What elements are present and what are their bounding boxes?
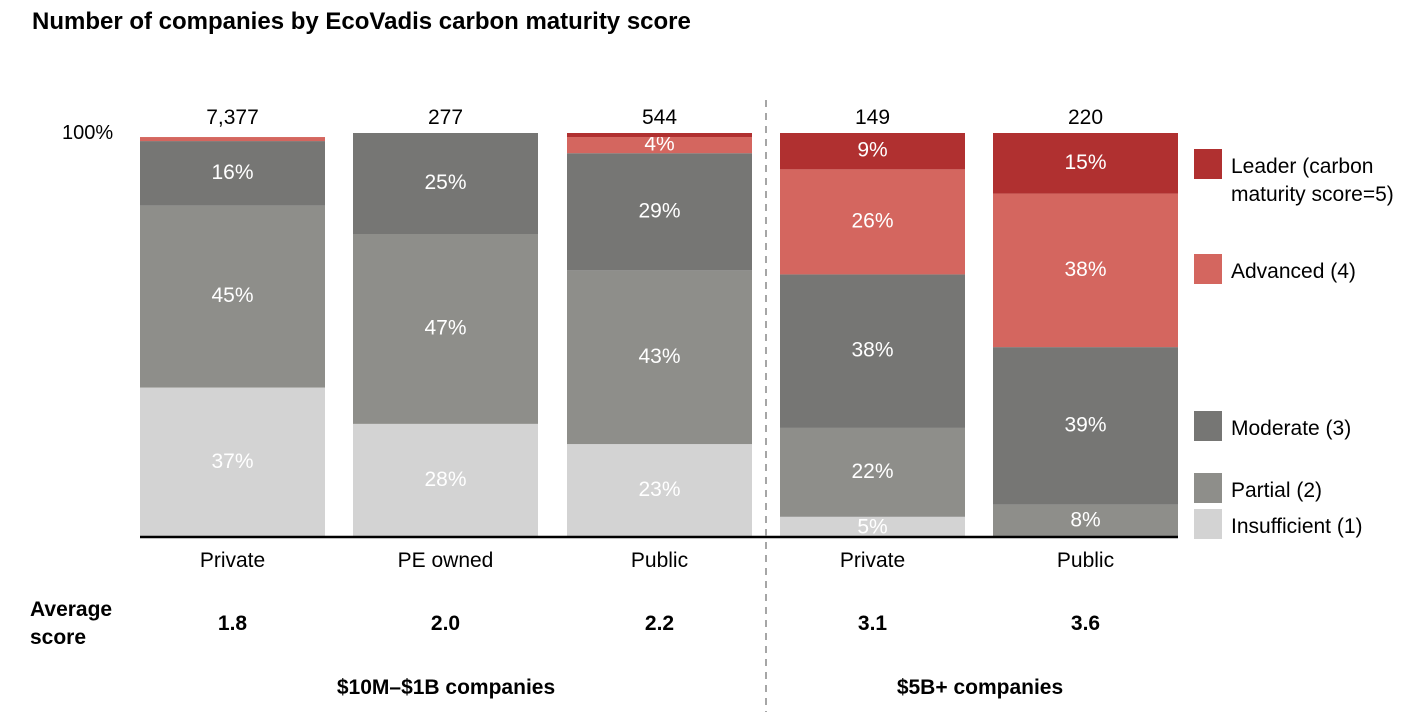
legend-label: Moderate (3) — [1231, 417, 1351, 440]
legend-swatch — [1194, 254, 1222, 284]
bar-value-label: 9% — [857, 139, 887, 162]
bar-value-label: 23% — [638, 478, 680, 501]
bar-value-label: 22% — [851, 460, 893, 483]
bar-segment-1-col-4 — [780, 516, 965, 537]
bar-segment-1-col-3 — [567, 444, 752, 537]
bar-segment-2-col-2 — [353, 234, 538, 424]
legend-swatch — [1194, 149, 1222, 179]
group-label: $10M–$1B companies — [337, 676, 555, 699]
bar-segment-4-col-5 — [993, 193, 1178, 348]
bar-value-label: 37% — [211, 450, 253, 473]
bar-segment-3-col-1 — [140, 141, 325, 206]
group-label: $5B+ companies — [897, 676, 1063, 699]
bar-value-label: 38% — [1064, 258, 1106, 281]
y-axis-100-label: 100% — [62, 122, 113, 144]
bar-value-label: 28% — [424, 468, 466, 491]
category-label: Private — [200, 549, 265, 572]
category-label: Public — [631, 549, 688, 572]
legend-label: Insufficient (1) — [1231, 515, 1363, 538]
average-score-value: 2.2 — [645, 612, 674, 635]
bar-value-label: 8% — [1070, 508, 1100, 531]
legend-swatch — [1194, 473, 1222, 503]
chart-title: Number of companies by EcoVadis carbon m… — [32, 8, 691, 35]
category-label: Private — [840, 549, 905, 572]
bar-segment-3-col-3 — [567, 153, 752, 271]
category-label: Public — [1057, 549, 1114, 572]
bar-value-label: 26% — [851, 209, 893, 232]
bar-count-label: 7,377 — [206, 106, 259, 129]
bar-count-label: 277 — [428, 106, 463, 129]
bar-segment-4-col-1 — [140, 137, 325, 142]
bar-count-label: 544 — [642, 106, 677, 129]
bar-segment-3-col-4 — [780, 274, 965, 428]
bar-value-label: 39% — [1064, 413, 1106, 436]
legend-label: Leader (carbon maturity score=5) — [1231, 155, 1394, 206]
bar-segment-5-col-5 — [993, 133, 1178, 194]
bar-value-label: 38% — [851, 339, 893, 362]
bar-value-label: 4% — [644, 133, 674, 156]
average-score-value: 1.8 — [218, 612, 248, 635]
bar-value-label: 16% — [211, 161, 253, 184]
legend-label: Advanced (4) — [1231, 260, 1356, 283]
bar-segment-1-col-1 — [140, 387, 325, 537]
bar-value-label: 47% — [424, 316, 466, 339]
bar-segment-2-col-1 — [140, 205, 325, 388]
bar-value-label: 43% — [638, 345, 680, 368]
bar-value-label: 5% — [857, 515, 887, 538]
category-label: PE owned — [398, 549, 494, 572]
average-score-value: 2.0 — [431, 612, 460, 635]
bar-segment-5-col-4 — [780, 133, 965, 170]
bar-segment-2-col-4 — [780, 427, 965, 517]
average-score-value: 3.1 — [858, 612, 888, 635]
bar-value-label: 29% — [638, 199, 680, 222]
bar-count-label: 149 — [855, 106, 890, 129]
average-score-value: 3.6 — [1071, 612, 1100, 635]
legend-swatch — [1194, 509, 1222, 539]
bar-segment-3-col-2 — [353, 133, 538, 234]
bar-segment-1-col-2 — [353, 423, 538, 537]
bar-count-label: 220 — [1068, 106, 1103, 129]
bar-segment-4-col-3 — [567, 137, 752, 154]
legend-swatch — [1194, 411, 1222, 441]
bar-segment-3-col-5 — [993, 347, 1178, 505]
bar-segment-4-col-4 — [780, 169, 965, 275]
bar-segment-5-col-3 — [567, 133, 752, 138]
bar-value-label: 15% — [1064, 151, 1106, 174]
bar-segment-2-col-5 — [993, 504, 1178, 537]
legend-label: Partial (2) — [1231, 479, 1322, 502]
bar-value-label: 25% — [424, 171, 466, 194]
average-score-label: Average score — [30, 598, 112, 649]
bar-segment-2-col-3 — [567, 270, 752, 445]
bar-value-label: 45% — [211, 284, 253, 307]
